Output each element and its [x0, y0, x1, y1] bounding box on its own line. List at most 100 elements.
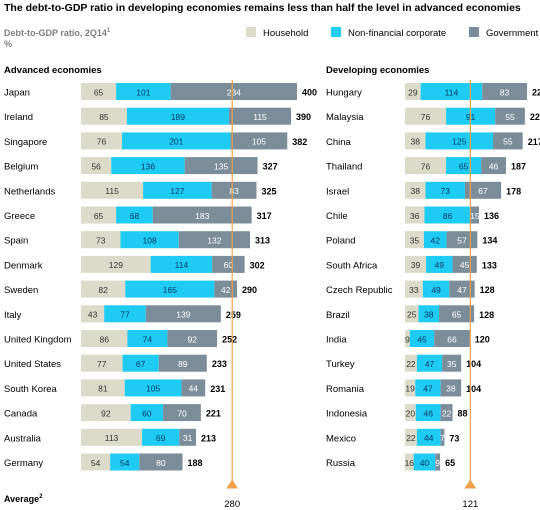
bar-segment-government [228, 107, 292, 125]
bar-segment-nonfinancial-corporate [418, 305, 440, 323]
bar-row-japan: Japan 65 101 234 400 [4, 83, 317, 100]
bar-segment-nonfinancial-corporate [124, 379, 182, 397]
bar-segment-household [81, 206, 117, 224]
bar-segment-household [81, 181, 144, 199]
bar-row-germany: Germany 54 54 80 188 [4, 453, 203, 471]
bar-total: 390 [296, 112, 311, 122]
bar-value-household: 76 [421, 112, 431, 122]
bar-value-household: 54 [91, 458, 101, 468]
bar-segment-nonfinancial-corporate [142, 428, 180, 446]
bar-segment-nonfinancial-corporate [415, 404, 441, 422]
country-label: India [326, 335, 347, 346]
country-label: United States [4, 359, 61, 370]
country-label: Denmark [4, 260, 43, 271]
bar-segment-government [212, 255, 245, 273]
bar-total: 231 [210, 384, 225, 394]
legend-label-government: Government [486, 28, 539, 39]
bar-value-government: 67 [478, 186, 488, 196]
bar-value-nonfinancial-corporate: 127 [170, 186, 184, 196]
bar-value-nonfinancial-corporate: 165 [163, 285, 177, 295]
bar-value-government: 55 [503, 137, 513, 147]
bar-total: 136 [484, 211, 499, 221]
average-value: 121 [462, 499, 478, 510]
bar-segment-nonfinancial-corporate [425, 132, 494, 150]
bar-total: 225 [532, 88, 540, 98]
bar-segment-government [440, 404, 453, 422]
bar-total: 134 [482, 236, 497, 246]
bar-value-nonfinancial-corporate: 49 [431, 285, 441, 295]
country-label: Netherlands [4, 186, 55, 197]
bar-row-south-africa: South Africa 39 49 45 133 [326, 255, 497, 273]
bar-total: 317 [257, 211, 272, 221]
bar-value-nonfinancial-corporate: 38 [424, 310, 434, 320]
bar-segment-government [493, 132, 523, 150]
bar-value-government: 9 [435, 458, 440, 468]
country-label: China [326, 137, 352, 148]
bar-segment-government [170, 83, 297, 100]
bar-value-nonfinancial-corporate: 47 [425, 359, 435, 369]
bar-row-china: China 38 125 55 217 [326, 132, 540, 150]
bar-value-government: 60 [224, 260, 234, 270]
bar-value-household: 92 [101, 408, 111, 418]
bar-value-government: 31 [183, 433, 193, 443]
bar-segment-household [81, 379, 125, 397]
bar-total: 217 [528, 137, 540, 147]
bar-segment-government [495, 107, 525, 125]
country-label: Germany [4, 458, 43, 469]
bar-value-household: 36 [410, 211, 420, 221]
bar-segment-household [81, 231, 121, 249]
bar-value-household: 76 [97, 137, 107, 147]
bar-value-nonfinancial-corporate: 68 [130, 211, 140, 221]
bar-segment-nonfinancial-corporate [126, 107, 229, 125]
average-value: 280 [224, 499, 240, 510]
country-label: Italy [4, 310, 22, 321]
bar-row-united-states: United States 77 67 89 233 [4, 354, 227, 372]
bar-value-nonfinancial-corporate: 114 [175, 260, 189, 270]
country-label: United Kingdom [4, 335, 72, 346]
bar-value-nonfinancial-corporate: 77 [120, 310, 130, 320]
country-label: Turkey [326, 359, 355, 370]
bar-total: 188 [188, 458, 203, 468]
bar-row-australia: Australia 113 69 31 213 [4, 428, 216, 446]
chart-panels: Advanced economies Japan 65 101 234 400 Irelan… [4, 65, 540, 510]
bar-total: 325 [262, 186, 277, 196]
bar-value-household: 25 [407, 310, 417, 320]
legend: Household Non-financial corporate Governme… [246, 27, 539, 39]
bar-segment-government [440, 428, 445, 446]
bar-segment-household [81, 330, 128, 347]
chart-title: The debt-to-GDP ratio in developing econ… [4, 2, 521, 14]
bar-segment-government [449, 280, 475, 298]
bar-row-romania: Romania 19 47 38 104 [326, 379, 481, 397]
bar-total: 65 [445, 458, 455, 468]
country-label: Japan [4, 88, 30, 99]
bar-segment-government [152, 206, 252, 224]
bar-value-nonfinancial-corporate: 125 [452, 137, 466, 147]
bar-value-household: 81 [98, 384, 108, 394]
bar-segment-household [405, 404, 416, 422]
bar-value-household: 76 [421, 161, 431, 171]
bar-value-government: 65 [452, 310, 462, 320]
bar-segment-nonfinancial-corporate [125, 280, 215, 298]
bar-value-household: 65 [94, 211, 104, 221]
bar-segment-household [405, 107, 447, 125]
bar-row-hungary: Hungary 29 114 83 225 [326, 83, 540, 100]
bar-value-government: 57 [457, 236, 467, 246]
bar-segment-government [440, 379, 462, 397]
bar-row-turkey: Turkey 22 47 35 104 [326, 354, 481, 372]
bar-value-nonfinancial-corporate: 45 [417, 334, 427, 344]
bar-value-household: 82 [98, 285, 108, 295]
bar-segment-government [470, 206, 479, 224]
bar-segment-household [81, 354, 123, 372]
bar-segment-government [145, 305, 221, 323]
bar-total: 88 [458, 409, 468, 419]
bar-total: 128 [479, 310, 494, 320]
bar-value-government: 55 [505, 112, 515, 122]
bar-value-nonfinancial-corporate: 136 [141, 161, 155, 171]
bar-segment-government [482, 83, 528, 100]
bar-value-household: 16 [405, 458, 415, 468]
country-label: Australia [4, 433, 42, 444]
bar-segment-nonfinancial-corporate [426, 255, 453, 273]
bar-total: 302 [250, 260, 265, 270]
bar-segment-household [81, 280, 126, 298]
